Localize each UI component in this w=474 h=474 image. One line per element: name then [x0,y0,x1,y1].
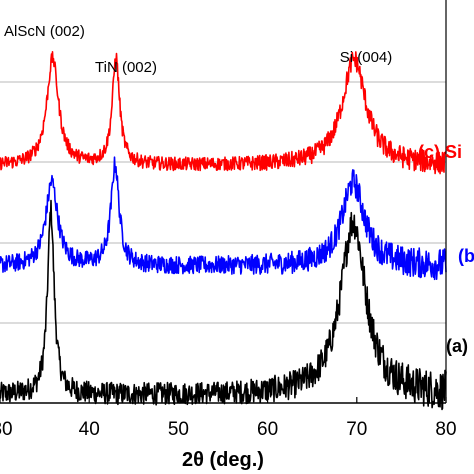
peak-annotation: AlScN (002) [4,23,85,40]
x-tick-label: 70 [346,419,367,440]
series-labels: (a) (b) (c) Si [418,142,474,356]
x-tick-label: 30 [0,419,13,440]
peak-annotation: Si (004) [340,49,393,66]
series-label: (a) [446,336,468,356]
series-line [0,199,447,411]
x-tick-label: 50 [168,419,189,440]
x-tick-label: 40 [79,419,100,440]
grid-lines [0,81,446,324]
series-line [0,50,447,175]
x-ticks: 30 40 50 60 70 80 [0,397,457,440]
peak-annotations: AlScN (002) TiN (002) Si (004) [4,23,392,76]
series-layer [0,50,447,411]
x-tick-label: 60 [257,419,278,440]
series-label: (c) Si [418,142,462,162]
x-tick-label: 80 [435,419,456,440]
x-axis-title: 2θ (deg.) [182,449,264,471]
series-label: (b) [458,246,474,266]
series-line [0,156,447,281]
peak-annotation: TiN (002) [95,59,157,76]
